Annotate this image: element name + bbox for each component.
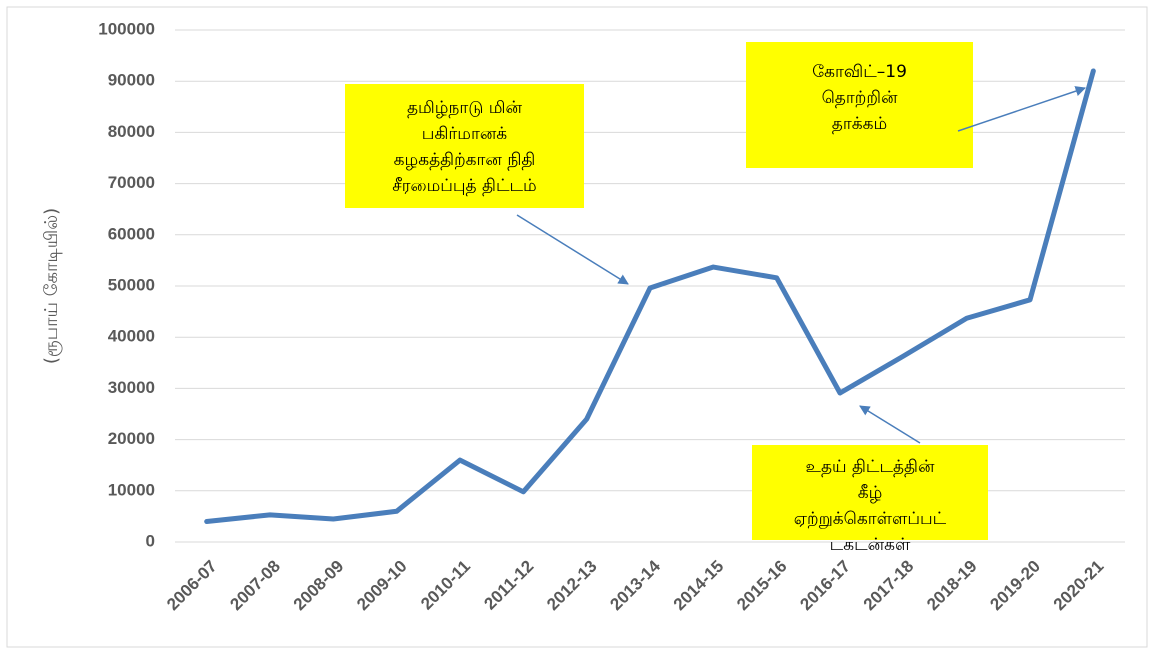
annotation-text: ஏற்றுக்கொள்ளப்பட் bbox=[794, 509, 947, 529]
y-tick-label: 70000 bbox=[108, 173, 155, 192]
y-tick-label: 30000 bbox=[108, 378, 155, 397]
y-tick-label: 90000 bbox=[108, 71, 155, 90]
y-tick-label: 20000 bbox=[108, 429, 155, 448]
data-line bbox=[204, 68, 1096, 525]
annotation-box bbox=[752, 445, 988, 540]
annotation-text: கீழ் bbox=[858, 483, 883, 503]
annotation-text: தொற்றின் bbox=[822, 88, 898, 108]
y-tick-label: 0 bbox=[146, 531, 155, 550]
annotation-arrow bbox=[516, 214, 629, 285]
y-tick-label: 40000 bbox=[108, 327, 155, 346]
y-axis-label: (ரூபாய் கோடியில்) bbox=[41, 208, 62, 364]
annotation-text: கழகத்திற்கான நிதி bbox=[394, 150, 536, 171]
y-tick-label: 80000 bbox=[108, 122, 155, 141]
y-tick-label: 100000 bbox=[98, 19, 155, 38]
annotation-box bbox=[345, 84, 584, 208]
y-tick-label: 60000 bbox=[108, 224, 155, 243]
annotation-text: தாக்கம் bbox=[832, 114, 887, 134]
annotation-text: உதய் திட்டத்தின் bbox=[806, 457, 935, 477]
annotation-text: தமிழ்நாடு மின் bbox=[407, 98, 523, 118]
annotation-text: சீரமைப்புத் திட்டம் bbox=[392, 176, 536, 196]
annotation-text: பகிர்மானக் bbox=[422, 124, 508, 144]
y-tick-label: 10000 bbox=[108, 480, 155, 499]
y-tick-label: 50000 bbox=[108, 275, 155, 294]
annotation-text: டகடன்கள் bbox=[830, 535, 911, 555]
annotation-text: கோவிட்–19 bbox=[812, 62, 907, 82]
annotation-arrow bbox=[957, 86, 1086, 132]
annotation-box bbox=[746, 42, 973, 168]
annotation-arrow bbox=[859, 405, 921, 444]
